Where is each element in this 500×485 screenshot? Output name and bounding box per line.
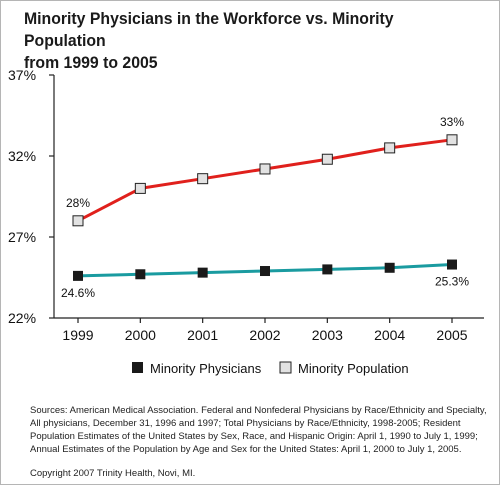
y-tick-label: 32% [8,148,36,164]
x-tick-label: 2002 [249,327,280,343]
x-tick-label: 1999 [62,327,93,343]
series-2-point [72,215,84,227]
series-1-data-label: 24.6% [61,286,95,300]
series-1-point [73,270,83,281]
series-2-point [321,153,333,165]
series-1-point [135,269,146,280]
series-2-point [259,163,271,175]
legend-marker-2 [279,361,292,374]
sources-note: Sources: American Medical Association. F… [30,405,487,455]
chart-title-line-2: from 1999 to 2005 [24,53,158,72]
series-1-point [260,266,270,277]
series-1-point [197,267,208,278]
legend-marker-1 [132,362,143,373]
copyright-note: Copyright 2007 Trinity Health, Novi, MI. [30,468,196,479]
series-2-point [384,142,396,154]
legend-label-2: Minority Population [298,361,409,376]
series-1-point [447,259,457,270]
x-tick-label: 2000 [125,327,156,343]
series-2-point [134,182,146,194]
series-1-data-label: 25.3% [435,275,469,289]
x-tick-label: 2004 [374,327,405,343]
x-tick-label: 2003 [312,327,343,343]
series-1-point [384,262,395,273]
series-2-data-label: 33% [440,115,464,129]
chart-title-line-1: Minority Physicians in the Workforce vs.… [24,9,394,50]
y-tick-label: 22% [8,310,36,326]
y-tick-label: 37% [8,67,36,83]
x-tick-label: 2001 [187,327,218,343]
series-2-data-label: 28% [66,196,90,210]
series-2-point [197,173,209,185]
series-line-2 [77,138,453,223]
y-tick-label: 27% [8,229,36,245]
series-2-point [446,134,458,146]
series-1-point [322,264,333,275]
x-tick-label: 2005 [436,327,467,343]
chart-title: Minority Physicians in the Workforce vs.… [24,8,452,74]
legend-label-1: Minority Physicians [150,361,262,376]
